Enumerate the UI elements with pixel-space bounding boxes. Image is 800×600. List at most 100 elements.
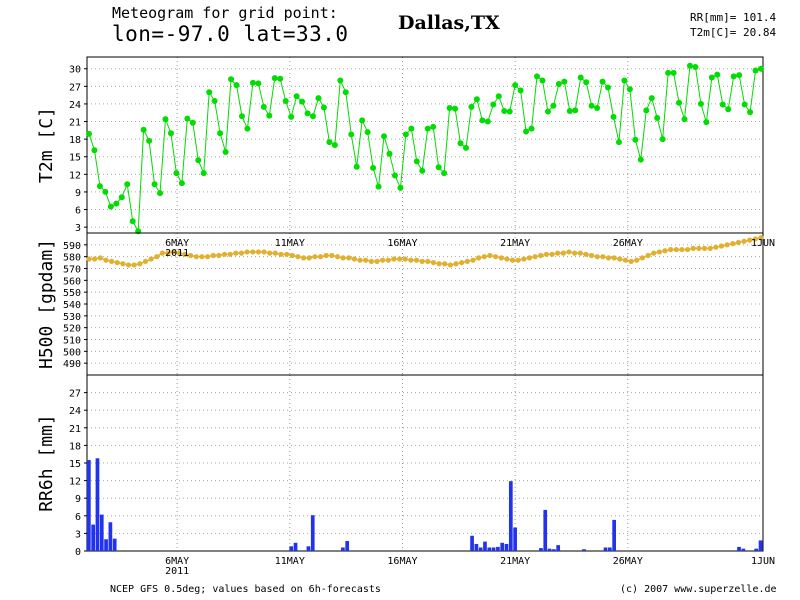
h500-point [560, 250, 566, 256]
precip-bar [500, 542, 505, 551]
t2m-point [495, 93, 502, 100]
h500-point [662, 248, 668, 254]
h500-point [391, 256, 397, 262]
precip-bar [582, 549, 586, 551]
h500-point [323, 252, 329, 259]
t2m-point [577, 74, 584, 81]
t2m-point [397, 184, 404, 191]
t2m-point [271, 75, 278, 82]
h500-point [492, 254, 499, 260]
t2m-point [484, 118, 491, 125]
h500-point [210, 252, 216, 259]
h500-point [464, 258, 470, 264]
h500-point [442, 261, 448, 267]
h500-point [284, 251, 290, 257]
precip-bar [612, 519, 617, 551]
t2m-point [375, 183, 382, 190]
y-axis-label: H500 [gpdam] [36, 239, 57, 369]
t2m-point [249, 79, 256, 86]
precip-bar [487, 547, 492, 551]
h500-point [453, 261, 459, 267]
h500-point [188, 252, 194, 259]
y-tick-label: 27 [69, 389, 81, 400]
t2m-point [441, 170, 448, 177]
t2m-point [348, 131, 355, 138]
precip-bar [508, 481, 513, 551]
h500-point [368, 258, 374, 264]
t2m-point [151, 181, 158, 188]
t2m-point [222, 149, 229, 156]
precip-bar [556, 545, 561, 551]
t2m-point [277, 75, 284, 82]
t2m-point [752, 67, 759, 74]
t2m-point [681, 116, 688, 123]
t2m-point [206, 89, 213, 96]
t2m-point [146, 137, 153, 144]
t2m-point [506, 108, 513, 115]
t2m-point [124, 181, 131, 188]
h500-point [137, 261, 143, 267]
precip-bar [474, 543, 479, 551]
h500-point [244, 249, 250, 255]
h500-point [289, 252, 295, 259]
precip-bar [289, 546, 294, 551]
precip-bar [754, 548, 759, 551]
h500-point [707, 245, 713, 251]
precip-bar [310, 515, 315, 551]
h500-point [385, 257, 391, 263]
h500-point [622, 257, 629, 263]
h500-point [509, 257, 516, 263]
x-tick-label: 16MAY [387, 238, 417, 249]
precip-bar [112, 538, 117, 551]
y-tick-label: 24 [69, 100, 81, 111]
h500-point [741, 238, 747, 244]
t2m-point [512, 82, 519, 89]
h500-point [701, 245, 708, 251]
t2m-point [310, 113, 316, 120]
t2m-point [200, 170, 207, 177]
t2m-point [211, 98, 218, 104]
h500-point [673, 246, 679, 253]
precip-bar [345, 541, 350, 551]
y-tick-label: 570 [63, 265, 81, 276]
h500-point [538, 252, 544, 259]
precip-bar [496, 546, 500, 551]
t2m-point [260, 103, 267, 110]
precip-bar [293, 542, 298, 551]
h500-point [148, 256, 154, 262]
h500-point [498, 255, 504, 261]
t2m-point [659, 136, 666, 143]
precip-bar [491, 547, 496, 551]
t2m-point [238, 113, 245, 120]
t2m-point [331, 142, 338, 148]
precip-bar [607, 547, 612, 551]
t2m-point [315, 95, 322, 102]
h500-point [555, 250, 561, 256]
t2m-point [637, 156, 644, 163]
h500-point [752, 236, 758, 242]
t2m-point [266, 112, 273, 119]
h500-point [402, 256, 408, 262]
x-tick-label: 21MAY [500, 238, 530, 249]
t2m-point [583, 79, 590, 86]
y-tick-label: 9 [75, 494, 81, 505]
h500-point [278, 251, 284, 257]
t2m-point [86, 130, 92, 137]
h500-point [340, 255, 346, 261]
h500-point [233, 250, 239, 256]
t2m-line [88, 65, 762, 234]
t2m-point [113, 200, 120, 207]
panel-frame [86, 56, 764, 234]
h500-point [549, 251, 555, 257]
h500-point [221, 251, 228, 257]
t2m-point [588, 102, 595, 109]
t2m-point [626, 86, 633, 93]
t2m-point [741, 101, 748, 108]
h500-point [718, 243, 725, 249]
t2m-point [402, 131, 409, 138]
y-tick-label: 30 [69, 65, 81, 76]
precip-bar [539, 548, 543, 551]
y-tick-label: 540 [63, 300, 81, 311]
t2m-point [217, 130, 224, 137]
h500-point [588, 252, 595, 259]
